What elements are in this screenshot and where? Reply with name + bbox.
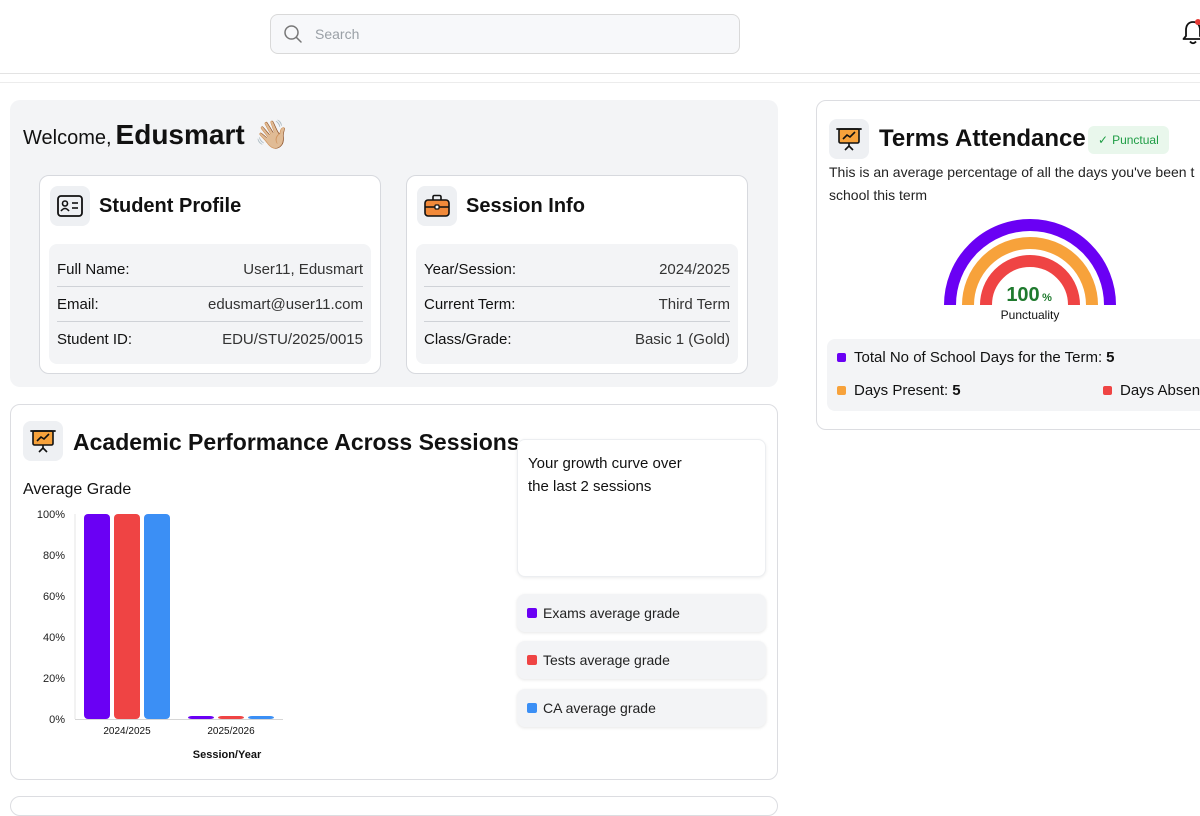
performance-title: Academic Performance Across Sessions bbox=[73, 429, 520, 455]
attendance-stats: Total No of School Days for the Term: 5 … bbox=[827, 339, 1200, 411]
stat-days-absent: Days Absen bbox=[1103, 382, 1200, 399]
notification-dot bbox=[1195, 19, 1200, 25]
briefcase-icon bbox=[417, 186, 457, 226]
gauge-arc-middle bbox=[962, 237, 1098, 306]
description-line: school this term bbox=[829, 187, 928, 203]
session-info-card: Session Info Year/Session: 2024/2025 Cur… bbox=[406, 175, 748, 374]
growth-curve-box: Your growth curve over the last 2 sessio… bbox=[517, 439, 766, 577]
y-tick-label: 40% bbox=[43, 632, 65, 644]
gauge-unit: % bbox=[1042, 292, 1052, 304]
student-profile-title: Student Profile bbox=[99, 194, 242, 217]
kv-label: Full Name: bbox=[57, 260, 130, 278]
kv-value: Third Term bbox=[658, 295, 730, 313]
growth-curve-text: Your growth curve over the last 2 sessio… bbox=[528, 455, 682, 495]
session-row-class: Class/Grade: Basic 1 (Gold) bbox=[424, 322, 730, 357]
welcome-heading: Welcome, Edusmart 👋🏼 bbox=[23, 118, 290, 151]
y-tick-label: 60% bbox=[43, 591, 65, 603]
legend-label: CA average grade bbox=[543, 700, 656, 716]
gauge-arc-outer bbox=[944, 219, 1116, 306]
legend-swatch bbox=[527, 608, 537, 618]
terms-attendance-card: Terms Attendance ✓ Punctual This is an a… bbox=[816, 100, 1200, 430]
y-tick-label: 80% bbox=[43, 550, 65, 562]
session-info-details: Year/Session: 2024/2025 Current Term: Th… bbox=[416, 244, 738, 364]
search-bar[interactable] bbox=[270, 14, 740, 54]
stat-value: 5 bbox=[952, 382, 961, 399]
stat-total-days: Total No of School Days for the Term: 5 bbox=[837, 349, 1115, 366]
student-profile-details: Full Name: User11, Edusmart Email: edusm… bbox=[49, 244, 371, 364]
badge-label: Punctual bbox=[1112, 133, 1159, 147]
chart-bar bbox=[114, 514, 140, 719]
x-tick-label: 2024/2025 bbox=[103, 726, 151, 737]
chart-title: Average Grade bbox=[23, 481, 132, 498]
kv-label: Current Term: bbox=[424, 295, 516, 313]
stat-swatch bbox=[1103, 386, 1112, 395]
kv-label: Class/Grade: bbox=[424, 331, 512, 348]
profile-row-email: Email: edusmart@user11.com bbox=[57, 287, 363, 322]
gauge-value: 100 bbox=[1006, 284, 1039, 306]
academic-performance-card: Academic Performance Across Sessions Ave… bbox=[10, 404, 778, 780]
kv-value: edusmart@user11.com bbox=[207, 295, 363, 313]
punctuality-gauge: 100 % Punctuality bbox=[944, 219, 1116, 322]
search-icon bbox=[284, 25, 302, 43]
legend-ca[interactable]: CA average grade bbox=[517, 689, 766, 727]
id-card-icon bbox=[50, 186, 90, 226]
welcome-greeting: Welcome, bbox=[23, 127, 112, 149]
kv-label: Student ID: bbox=[57, 331, 133, 348]
legend-label: Tests average grade bbox=[543, 652, 670, 668]
x-axis-label: Session/Year bbox=[193, 749, 262, 761]
attendance-title: Terms Attendance bbox=[879, 125, 1086, 152]
chart-bar bbox=[144, 514, 170, 719]
chart-bar bbox=[84, 514, 110, 719]
wave-emoji-icon: 👋🏼 bbox=[254, 119, 290, 150]
chart-bar bbox=[188, 716, 214, 719]
kv-value: User11, Edusmart bbox=[243, 260, 363, 278]
kv-value: Basic 1 (Gold) bbox=[634, 331, 730, 348]
user-name: Edusmart bbox=[115, 119, 245, 150]
gauge-label: Punctuality bbox=[1001, 308, 1060, 322]
y-tick-label: 20% bbox=[43, 673, 65, 685]
search-input[interactable] bbox=[315, 26, 715, 42]
kv-value: EDU/STU/2025/0015 bbox=[222, 331, 363, 348]
legend-swatch bbox=[527, 655, 537, 665]
stat-swatch bbox=[837, 353, 846, 362]
chart-bar bbox=[248, 716, 274, 719]
session-row-term: Current Term: Third Term bbox=[424, 287, 730, 322]
x-tick-label: 2025/2026 bbox=[207, 726, 255, 737]
kv-label: Year/Session: bbox=[424, 260, 517, 278]
legend-label: Exams average grade bbox=[543, 605, 680, 621]
student-profile-card: Student Profile Full Name: User11, Edusm… bbox=[39, 175, 381, 374]
gauge-arc-inner bbox=[980, 255, 1080, 306]
legend-tests[interactable]: Tests average grade bbox=[517, 641, 766, 679]
profile-row-student-id: Student ID: EDU/STU/2025/0015 bbox=[57, 322, 363, 357]
punctual-badge: ✓ Punctual bbox=[1088, 126, 1169, 154]
legend-swatch bbox=[527, 703, 537, 713]
y-tick-label: 0% bbox=[49, 714, 65, 726]
header-divider bbox=[0, 82, 1200, 83]
stat-days-present: Days Present: 5 bbox=[837, 382, 961, 399]
kv-value: 2024/2025 bbox=[659, 260, 730, 278]
stat-label: Total No of School Days for the Term: bbox=[854, 349, 1103, 366]
y-tick-label: 100% bbox=[37, 509, 65, 521]
description-line: This is an average percentage of all the… bbox=[829, 164, 1195, 180]
next-section-card bbox=[10, 796, 778, 816]
kv-label: Email: bbox=[57, 295, 99, 313]
check-icon: ✓ bbox=[1098, 133, 1109, 147]
stat-label: Days Present: bbox=[854, 382, 949, 399]
stat-label: Days Absen bbox=[1120, 382, 1200, 399]
stat-value: 5 bbox=[1106, 349, 1115, 366]
stat-swatch bbox=[837, 386, 846, 395]
presentation-chart-icon bbox=[23, 421, 63, 461]
legend-exams[interactable]: Exams average grade bbox=[517, 594, 766, 632]
session-info-title: Session Info bbox=[466, 194, 585, 217]
chart-bar bbox=[218, 716, 244, 719]
session-row-year: Year/Session: 2024/2025 bbox=[424, 252, 730, 287]
average-grade-chart: 0% 20% 40% 60% 80% 100% 2024/2025 2025/2026 Sess… bbox=[37, 509, 283, 761]
profile-row-full-name: Full Name: User11, Edusmart bbox=[57, 252, 363, 287]
attendance-description: This is an average percentage of all the… bbox=[829, 161, 1200, 207]
presentation-chart-icon bbox=[829, 119, 869, 159]
